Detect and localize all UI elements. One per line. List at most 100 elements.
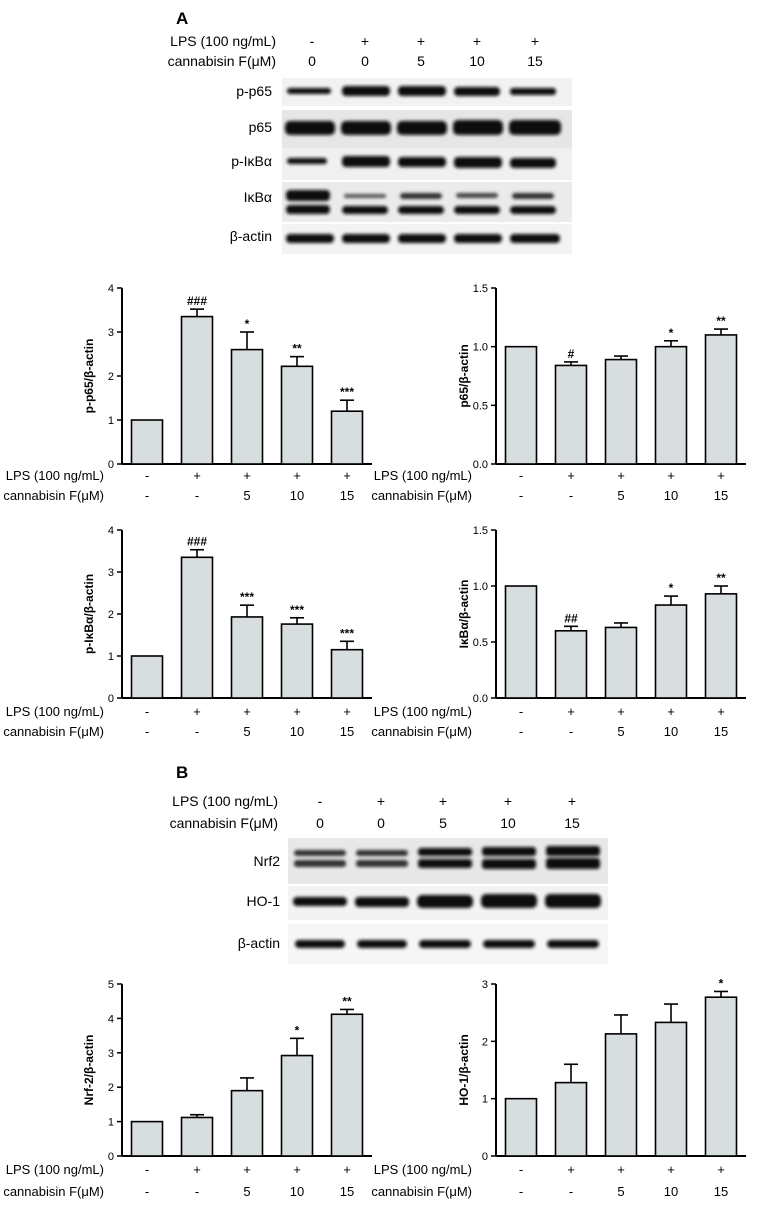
bar xyxy=(504,1097,538,1157)
y-axis-label: p65/β-actin xyxy=(457,344,471,407)
significance-label: * xyxy=(245,317,250,331)
lane-3-dose: 5 xyxy=(439,815,447,831)
y-axis-label: Nrf-2/β-actin xyxy=(82,1035,96,1106)
band xyxy=(545,894,601,908)
bar xyxy=(180,556,214,699)
lps-value: + xyxy=(617,1162,625,1177)
lps-value: + xyxy=(293,1162,301,1177)
lps-value: + xyxy=(243,704,251,719)
cannabisin-row-label: cannabisin F(μM) xyxy=(168,53,276,69)
lps-row-label: LPS (100 ng/mL) xyxy=(374,704,472,719)
band xyxy=(342,156,390,167)
cannabisin-value: 5 xyxy=(617,1184,624,1199)
y-tick-label: 2 xyxy=(108,609,114,621)
band xyxy=(286,190,330,201)
significance-label: *** xyxy=(290,603,304,617)
lps-value: + xyxy=(343,704,351,719)
band xyxy=(286,205,330,214)
band xyxy=(481,894,537,908)
band xyxy=(342,206,388,214)
y-tick-label: 3 xyxy=(108,327,114,339)
band xyxy=(356,860,408,867)
lane-1-lps: - xyxy=(310,33,315,49)
cannabisin-row-label: cannabisin F(μM) xyxy=(371,1184,472,1199)
y-tick-label: 0 xyxy=(108,1151,114,1163)
y-axis-label: p-IκBα/β-actin xyxy=(82,574,96,654)
chart-ikba: 0.0 0.5 1.0 1.5 IκBα/β-actin - - ## + - +5 * +10 ** +1… xyxy=(371,525,746,739)
cannabisin-value: 15 xyxy=(714,724,728,739)
bar xyxy=(654,345,688,465)
lps-row-label: LPS (100 ng/mL) xyxy=(6,704,104,719)
lps-value: + xyxy=(343,1162,351,1177)
y-tick-label: 1.5 xyxy=(473,283,488,295)
cannabisin-value: 15 xyxy=(340,1184,354,1199)
band xyxy=(512,193,554,199)
band xyxy=(418,848,472,856)
band xyxy=(453,120,503,135)
band xyxy=(294,850,346,856)
bar xyxy=(554,629,588,699)
y-tick-label: 1.5 xyxy=(473,525,488,537)
cannabisin-value: 10 xyxy=(290,488,304,503)
lps-value: + xyxy=(717,1162,725,1177)
band-label-ho1: HO-1 xyxy=(247,893,281,909)
cannabisin-value: - xyxy=(569,1184,573,1199)
band xyxy=(341,121,391,135)
lane-4-dose: 10 xyxy=(500,815,516,831)
band-label-p65: p65 xyxy=(249,119,273,135)
bar xyxy=(230,348,264,465)
y-tick-label: 4 xyxy=(108,525,114,537)
bar xyxy=(604,626,638,699)
band xyxy=(287,88,331,94)
significance-label: ### xyxy=(187,535,207,549)
y-tick-label: 3 xyxy=(482,979,488,991)
lps-row-label: LPS (100 ng/mL) xyxy=(6,468,104,483)
significance-label: ** xyxy=(342,994,352,1008)
chart-p-ikba: 0 1 2 3 4 p-IκBα/β-actin - - ### + - *** +5 *** +10 ***… xyxy=(3,525,372,739)
band xyxy=(357,940,407,948)
cannabisin-value: 10 xyxy=(664,724,678,739)
y-tick-label: 0.5 xyxy=(473,637,488,649)
band xyxy=(547,940,599,948)
y-tick-label: 1 xyxy=(108,1117,114,1129)
lps-value: + xyxy=(343,468,351,483)
lps-value: - xyxy=(145,704,149,719)
cannabisin-value: - xyxy=(569,724,573,739)
band xyxy=(295,940,345,948)
significance-label: * xyxy=(719,976,724,990)
y-axis-label: HO-1/β-actin xyxy=(457,1034,471,1105)
y-tick-label: 0 xyxy=(108,459,114,471)
chart-nrf2: 0 1 2 3 4 5 Nrf-2/β-actin - - + - +5 * +10 ** +15 LPS (1… xyxy=(3,979,372,1199)
cannabisin-value: - xyxy=(569,488,573,503)
band-label-ikba: IκBα xyxy=(244,189,272,205)
cannabisin-row-label: cannabisin F(μM) xyxy=(371,488,472,503)
lps-value: + xyxy=(193,468,201,483)
y-tick-label: 1 xyxy=(482,1094,488,1106)
y-tick-label: 1 xyxy=(108,651,114,663)
cannabisin-value: - xyxy=(145,1184,149,1199)
bar xyxy=(180,1116,214,1157)
cannabisin-value: 10 xyxy=(664,488,678,503)
cannabisin-value: 15 xyxy=(714,488,728,503)
significance-label: # xyxy=(568,347,575,361)
lps-value: - xyxy=(519,1162,523,1177)
lane-4-lps: + xyxy=(504,793,512,809)
band xyxy=(398,206,444,214)
cannabisin-value: - xyxy=(195,724,199,739)
band xyxy=(342,86,390,96)
y-tick-label: 4 xyxy=(108,1013,114,1025)
lane-2-lps: + xyxy=(377,793,385,809)
band xyxy=(454,206,500,214)
lps-row-label: LPS (100 ng/mL) xyxy=(374,468,472,483)
band xyxy=(398,157,446,167)
bar xyxy=(604,1033,638,1157)
bar xyxy=(280,623,314,699)
lps-value: + xyxy=(667,1162,675,1177)
lane-1-lps: - xyxy=(318,793,323,809)
y-tick-label: 0.0 xyxy=(473,459,488,471)
lps-value: + xyxy=(717,468,725,483)
cannabisin-row-label: cannabisin F(μM) xyxy=(170,815,278,831)
bar xyxy=(180,315,214,465)
lps-value: + xyxy=(617,704,625,719)
band xyxy=(398,234,446,243)
